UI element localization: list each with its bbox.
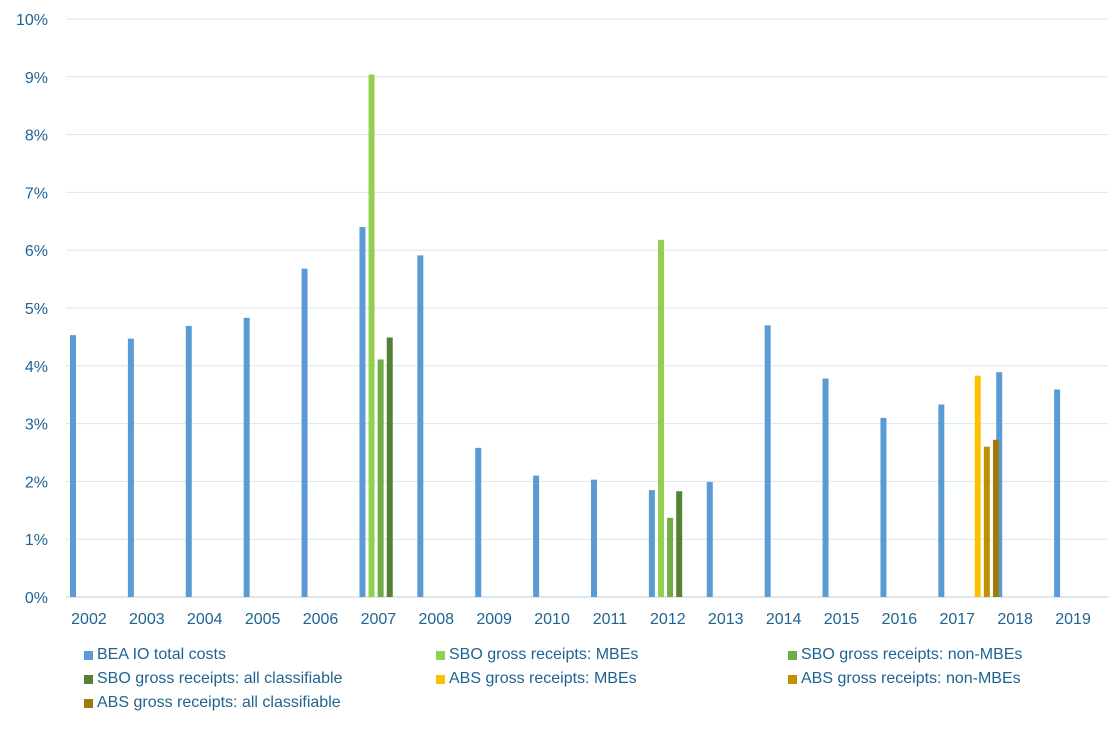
bar xyxy=(676,491,683,597)
bar xyxy=(1054,389,1061,597)
legend-swatch xyxy=(436,650,445,660)
y-axis: 0% 1% 2% 3% 4% 5% 6% 7% 8% 9% 10% xyxy=(16,12,48,607)
bar xyxy=(243,317,250,597)
bar xyxy=(591,479,597,597)
y-tick-label: 2% xyxy=(25,474,48,491)
y-tick-label: 9% xyxy=(25,70,48,87)
legend-label: ABS gross receipts: all classifiable xyxy=(97,694,341,711)
bar xyxy=(533,475,540,597)
legend-swatch xyxy=(84,674,93,684)
bar xyxy=(657,239,664,597)
y-tick-label: 5% xyxy=(25,301,48,318)
y-tick-label: 6% xyxy=(25,243,48,260)
legend-swatch xyxy=(84,650,93,660)
bar xyxy=(368,74,375,598)
gridlines xyxy=(66,18,1108,598)
x-tick-label: 2002 xyxy=(71,611,107,628)
x-tick-label: 2004 xyxy=(187,611,223,628)
y-tick-label: 3% xyxy=(25,417,48,434)
x-tick-label: 2017 xyxy=(939,611,975,628)
legend-item: SBO gross receipts: non-MBEs xyxy=(788,646,1022,664)
legend-label: ABS gross receipts: non-MBEs xyxy=(801,670,1021,687)
bar xyxy=(764,325,771,597)
legend-label: SBO gross receipts: all classifiable xyxy=(97,670,343,687)
x-tick-label: 2016 xyxy=(882,611,918,628)
legend-swatch xyxy=(436,674,445,684)
legend-item: SBO gross receipts: all classifiable xyxy=(84,670,342,688)
x-tick-label: 2005 xyxy=(245,611,281,628)
legend-item: BEA IO total costs xyxy=(84,646,226,664)
x-tick-label: 2013 xyxy=(708,611,744,628)
legend-swatch xyxy=(788,674,797,684)
bar xyxy=(974,375,981,597)
y-tick-label: 10% xyxy=(16,12,48,29)
legend-swatch xyxy=(788,650,797,660)
x-tick-label: 2012 xyxy=(650,611,686,628)
x-tick-label: 2014 xyxy=(766,611,802,628)
legend-label: SBO gross receipts: non-MBEs xyxy=(801,646,1023,663)
y-tick-label: 4% xyxy=(25,359,48,376)
x-tick-label: 2003 xyxy=(129,611,165,628)
bar xyxy=(992,439,999,597)
bar xyxy=(417,255,424,598)
bar xyxy=(983,446,990,597)
x-tick-label: 2009 xyxy=(476,611,512,628)
x-tick-label: 2007 xyxy=(361,611,397,628)
legend-item: ABS gross receipts: MBEs xyxy=(436,670,637,688)
y-tick-label: 0% xyxy=(25,590,48,607)
bar xyxy=(822,378,829,597)
bar xyxy=(70,335,76,597)
bar xyxy=(996,372,1003,597)
bar xyxy=(648,490,655,597)
y-tick-label: 8% xyxy=(25,128,48,145)
legend-label: ABS gross receipts: MBEs xyxy=(449,670,637,687)
x-tick-label: 2018 xyxy=(997,611,1033,628)
bar xyxy=(301,268,308,597)
legend-label: SBO gross receipts: MBEs xyxy=(449,646,639,663)
y-tick-label: 7% xyxy=(25,185,48,202)
bar xyxy=(185,325,192,597)
bar xyxy=(475,447,482,597)
x-axis: 2002 2003 2004 2005 2006 2007 2008 2009 2010 2011… xyxy=(71,611,1091,628)
legend-swatch xyxy=(84,698,93,708)
bar xyxy=(880,417,887,597)
legend-label: BEA IO total costs xyxy=(97,646,226,663)
x-tick-label: 2006 xyxy=(303,611,339,628)
bar xyxy=(127,338,134,597)
x-tick-label: 2011 xyxy=(593,611,628,628)
bar xyxy=(706,481,713,597)
legend-item: SBO gross receipts: MBEs xyxy=(436,646,638,664)
x-tick-label: 2015 xyxy=(824,611,860,628)
bar xyxy=(359,227,366,597)
bar xyxy=(386,337,393,597)
x-tick-label: 2010 xyxy=(534,611,570,628)
bar xyxy=(938,404,945,597)
bar xyxy=(667,517,674,597)
x-tick-label: 2008 xyxy=(418,611,454,628)
legend-item: ABS gross receipts: non-MBEs xyxy=(788,670,1021,688)
bars xyxy=(70,74,1061,598)
x-tick-label: 2019 xyxy=(1055,611,1091,628)
y-tick-label: 1% xyxy=(25,532,48,549)
legend-item: ABS gross receipts: all classifiable xyxy=(84,694,341,712)
bar xyxy=(377,359,384,597)
chart: 0% 1% 2% 3% 4% 5% 6% 7% 8% 9% 10% 2002 2003 2004 2005… xyxy=(16,12,1108,628)
